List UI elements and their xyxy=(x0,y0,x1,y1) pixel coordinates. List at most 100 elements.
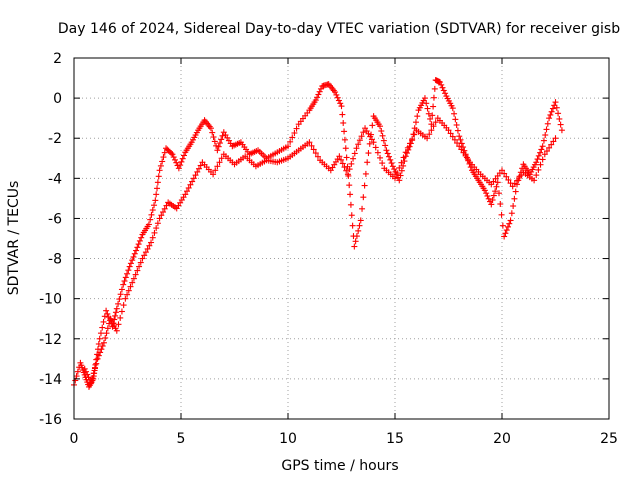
data-point xyxy=(425,110,432,117)
data-point xyxy=(484,192,491,199)
data-point xyxy=(333,91,340,98)
chart-title: Day 146 of 2024, Sidereal Day-to-day VTE… xyxy=(58,21,620,37)
data-point xyxy=(147,216,154,223)
y-tick-label: -14 xyxy=(39,372,62,388)
data-point xyxy=(341,128,348,135)
y-tick-label: -16 xyxy=(39,412,62,428)
data-point xyxy=(557,121,564,128)
data-point xyxy=(125,287,132,294)
data-point xyxy=(501,170,508,177)
data-point xyxy=(360,194,367,201)
data-point xyxy=(432,119,439,126)
data-point xyxy=(507,217,514,224)
data-point xyxy=(552,99,559,106)
data-point xyxy=(409,136,416,143)
data-point xyxy=(314,153,321,160)
data-point xyxy=(113,305,120,312)
data-point xyxy=(454,140,461,147)
data-point xyxy=(197,162,204,169)
data-point xyxy=(355,141,362,148)
data-point xyxy=(535,152,542,159)
data-point xyxy=(386,153,393,160)
data-point xyxy=(539,143,546,150)
data-point xyxy=(120,281,127,288)
y-tick-label: 2 xyxy=(53,51,62,67)
data-point xyxy=(178,158,185,165)
data-point xyxy=(118,286,125,293)
data-point xyxy=(547,111,554,118)
data-point xyxy=(138,234,145,241)
data-point xyxy=(537,149,544,156)
data-point xyxy=(291,130,298,137)
data-point xyxy=(558,127,565,134)
data-point xyxy=(99,342,106,349)
x-tick-label: 0 xyxy=(70,431,79,447)
data-point xyxy=(490,192,497,199)
data-point xyxy=(511,195,518,202)
data-point xyxy=(192,172,199,179)
data-point xyxy=(406,140,413,147)
data-point xyxy=(170,154,177,161)
data-point xyxy=(145,221,152,228)
data-point xyxy=(151,229,158,236)
data-point xyxy=(360,129,367,136)
data-point xyxy=(358,133,365,140)
data-point xyxy=(488,201,495,208)
data-point xyxy=(126,263,133,270)
data-point xyxy=(464,156,471,163)
data-point xyxy=(499,222,506,229)
data-point xyxy=(352,238,359,245)
data-point xyxy=(160,209,167,216)
data-point xyxy=(149,234,156,241)
data-points-layer xyxy=(71,77,565,390)
data-point xyxy=(121,278,128,285)
data-point xyxy=(336,153,343,160)
y-tick-label: -12 xyxy=(39,332,62,348)
data-point xyxy=(127,283,134,290)
data-point xyxy=(451,110,458,117)
data-point xyxy=(348,212,355,219)
data-point xyxy=(195,165,202,172)
data-point xyxy=(161,149,168,156)
data-point xyxy=(122,295,129,302)
data-point xyxy=(100,318,107,325)
data-point xyxy=(95,352,102,359)
data-point xyxy=(387,156,394,163)
data-point xyxy=(169,151,176,158)
data-point xyxy=(451,136,458,143)
data-point xyxy=(392,175,398,182)
data-point xyxy=(370,139,377,146)
y-tick-label: 0 xyxy=(53,91,62,107)
data-point xyxy=(535,166,542,173)
data-point xyxy=(348,160,355,167)
data-point xyxy=(394,170,401,177)
data-point xyxy=(82,368,89,375)
data-point xyxy=(180,152,187,159)
x-tick-label: 25 xyxy=(600,431,618,447)
data-point xyxy=(456,143,463,150)
data-point xyxy=(190,175,197,182)
data-point xyxy=(398,159,405,166)
data-point xyxy=(351,243,358,250)
data-point xyxy=(544,120,551,127)
x-tick-label: 10 xyxy=(279,431,297,447)
data-point xyxy=(210,134,217,141)
data-point xyxy=(130,275,137,282)
data-point xyxy=(173,159,180,166)
data-point xyxy=(132,271,139,278)
data-point xyxy=(131,250,138,257)
data-point xyxy=(189,178,196,185)
data-point xyxy=(361,182,368,189)
data-point xyxy=(84,371,91,378)
data-point xyxy=(155,173,162,180)
data-point xyxy=(112,309,119,316)
data-point xyxy=(357,217,364,224)
data-point xyxy=(553,104,560,111)
data-point xyxy=(543,126,550,133)
ticks-layer: 0 5 10 15 20 25 -16 -14 -12 -10 -8 -6 -4 -2 0 2 xyxy=(39,51,618,447)
data-point xyxy=(316,88,323,95)
data-point xyxy=(377,123,384,130)
data-point xyxy=(379,132,386,139)
data-point xyxy=(136,263,143,270)
data-point xyxy=(347,191,354,198)
